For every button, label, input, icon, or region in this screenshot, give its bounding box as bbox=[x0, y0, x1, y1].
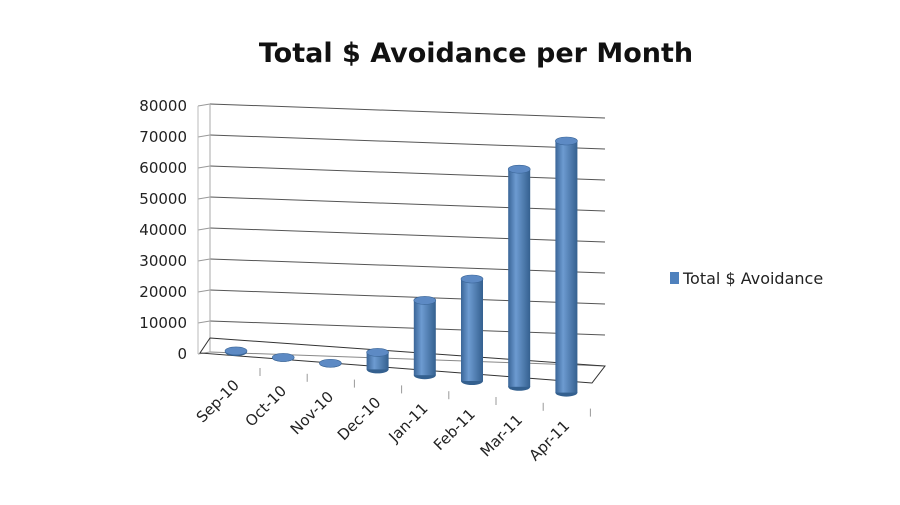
bar-Jan-11 bbox=[413, 296, 437, 380]
x-tick-label: Sep-10 bbox=[193, 376, 243, 426]
legend-label: Total $ Avoidance bbox=[682, 269, 823, 288]
bar-body bbox=[366, 352, 389, 370]
gridline bbox=[209, 289, 606, 305]
y-tick-label: 30000 bbox=[139, 252, 187, 270]
x-tick-label: Feb-11 bbox=[430, 405, 479, 454]
legend: Total $ Avoidance bbox=[670, 269, 823, 288]
y-tick-mark bbox=[197, 103, 211, 107]
bar-top bbox=[507, 164, 531, 174]
bar-Dec-10 bbox=[366, 348, 389, 374]
bar-top bbox=[319, 358, 342, 368]
y-tick-mark bbox=[197, 134, 211, 138]
x-tick-label: Apr-11 bbox=[525, 417, 573, 465]
bar-Oct-10 bbox=[271, 353, 295, 362]
y-tick-label: 10000 bbox=[139, 314, 187, 332]
y-tick-label: 80000 bbox=[139, 97, 187, 115]
gridline bbox=[209, 351, 606, 367]
gridline bbox=[209, 227, 606, 243]
y-tick-mark bbox=[197, 227, 211, 231]
y-tick-label: 20000 bbox=[139, 283, 187, 301]
gridline bbox=[209, 165, 606, 181]
y-tick-mark bbox=[197, 165, 211, 169]
bar-body bbox=[508, 169, 531, 387]
x-tick-label: Oct-10 bbox=[242, 382, 290, 430]
x-tick-label: Jan-11 bbox=[385, 399, 432, 446]
gridline bbox=[209, 134, 606, 150]
bar-Mar-11 bbox=[507, 164, 531, 391]
gridline bbox=[209, 103, 606, 119]
x-tick-label: Dec-10 bbox=[334, 394, 385, 445]
y-tick-label: 0 bbox=[177, 345, 187, 363]
y-tick-label: 60000 bbox=[139, 159, 187, 177]
x-tick-label: Nov-10 bbox=[287, 388, 337, 438]
bar-Apr-11 bbox=[555, 136, 578, 397]
gridline bbox=[209, 320, 606, 336]
chart-title: Total $ Avoidance per Month bbox=[258, 38, 694, 69]
y-tick-mark bbox=[197, 320, 211, 324]
bar-top bbox=[460, 274, 484, 284]
bar-top bbox=[271, 353, 295, 362]
y-tick-mark bbox=[197, 258, 211, 262]
bar-top bbox=[413, 296, 437, 305]
bar-top bbox=[224, 346, 248, 356]
y-tick-label: 40000 bbox=[139, 221, 187, 239]
bar-body bbox=[413, 300, 436, 376]
gridline bbox=[209, 196, 606, 212]
bar-Sep-10 bbox=[224, 346, 248, 356]
y-tick-mark bbox=[197, 196, 211, 200]
gridline bbox=[209, 258, 606, 274]
bar-body bbox=[555, 141, 578, 393]
bar-top bbox=[366, 348, 389, 357]
y-tick-label: 70000 bbox=[139, 128, 187, 146]
bar-body bbox=[461, 279, 483, 381]
floor bbox=[199, 337, 606, 384]
bar-Feb-11 bbox=[460, 274, 484, 385]
y-tick-mark bbox=[197, 289, 211, 293]
y-tick-label: 50000 bbox=[139, 190, 187, 208]
x-tick-label: Mar-11 bbox=[477, 411, 526, 460]
bar-Nov-10 bbox=[319, 358, 342, 368]
legend-swatch bbox=[670, 272, 679, 284]
bar-top bbox=[555, 136, 578, 146]
